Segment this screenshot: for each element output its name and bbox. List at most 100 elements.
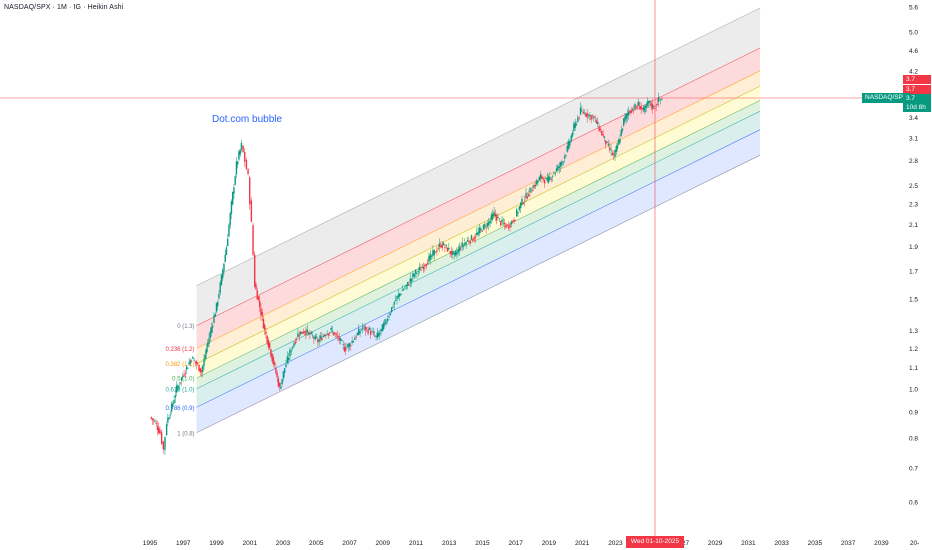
candle-body [428,256,430,263]
candle-body [593,116,595,118]
candle-body [325,334,327,337]
candle-body [374,335,376,337]
candle-body [436,250,438,252]
fib-level-label: 1 (0.8) [177,431,194,437]
candle-body [293,343,295,347]
candle-body [235,161,238,175]
candle-body [432,250,434,257]
candle-body [303,331,306,333]
candle-body [629,110,631,113]
candle-body [583,112,586,114]
candle-body [614,150,616,157]
candle-body [642,107,645,111]
candle-body [521,198,523,205]
candle-body [476,232,478,236]
candle-body [515,209,518,217]
candle-body [401,290,404,291]
candle-body [393,302,396,305]
candle-body [559,162,562,167]
candle-body [233,187,235,194]
candle-body [310,332,312,334]
fib-level-label: 0.236 (1.2) [166,347,195,353]
candle-body [354,338,356,340]
candle-body [333,332,335,336]
candle-body [155,422,157,424]
candle-body [184,373,187,375]
candle-body [222,270,224,279]
candle-body [470,235,473,240]
price-axis[interactable]: 0.6 0.7 0.8 0.9 1.0 1.1 1.2 1.3 1.5 1.7 1.9 2.1 2.3 2… [909,5,918,507]
fib-channel[interactable]: 0 (1.3) 0.236 (1.2) 0.382 (1.1) 0.5 (1.0) 0.… [166,7,761,437]
candle-body [379,332,381,335]
y-tick-label: 4.6 [909,48,918,55]
candle-body [595,120,598,124]
y-tick-label: 2.5 [909,183,918,190]
candle-body [404,287,406,289]
candle-body [223,263,225,272]
candle-body [254,254,256,287]
candle-body [586,112,588,118]
candle-body [649,100,651,103]
candle-body [200,369,203,373]
candle-body [461,242,463,248]
x-tick-label: 1999 [209,540,224,547]
candle-body [309,333,311,335]
y-tick-label: 0.9 [909,410,918,417]
x-tick-label: 1995 [143,540,158,547]
candle-body [306,329,308,333]
candle-body [480,228,482,231]
candle-body [434,251,437,253]
candle-body [175,385,178,393]
candle-body [213,315,215,323]
candle-body [337,335,339,337]
candle-body [180,377,183,381]
candle-body [182,375,184,378]
candle-body [218,293,220,299]
y-tick-label: 1.7 [909,269,918,276]
candle-body [460,248,462,250]
y-tick-label: 1.1 [909,365,918,372]
candle-body [497,217,499,219]
time-axis[interactable]: 1995 1997 1999 2001 2003 2005 2007 2009 2011 2013… [143,540,920,547]
candle-body [645,105,647,108]
candle-body [618,139,620,145]
fib-line [196,154,761,434]
candle-body [652,105,655,108]
candle-body [189,360,192,364]
candle-body [446,247,449,252]
annotation-dotcom-bubble[interactable]: Dot.com bubble [212,114,283,125]
candle-body [278,383,281,387]
candle-body [335,333,338,335]
candle-body [519,202,522,209]
candle-body [262,318,265,329]
x-tick-label: 1997 [176,540,191,547]
x-tick-label: 2007 [342,540,357,547]
y-tick-label: 5.6 [909,5,918,12]
y-tick-label: 3.1 [909,136,918,143]
candle-body [178,385,180,387]
candle-body [228,225,230,237]
candle-body [315,337,318,339]
candle-body [347,343,349,348]
candle-body [250,200,253,222]
candle-body [527,194,530,197]
candle-body [267,340,270,348]
candle-body [204,354,206,360]
candle-body [326,333,328,335]
candle-body [630,110,632,114]
symbol-title[interactable]: NASDAQ/SPX · 1M · IG · Heikin Ashi [4,4,124,11]
candle-body [486,223,489,227]
candle-body [287,357,290,361]
candle-body [587,114,590,116]
candle-body [510,221,513,225]
candle-body [438,243,441,247]
candle-body [350,345,352,346]
candle-body [500,221,502,226]
x-tick-label: 2015 [475,540,490,547]
candle-body [402,289,405,291]
candle-body [456,252,458,255]
candle-body [481,230,483,232]
candle-body [606,141,608,143]
candle-body [193,359,195,361]
